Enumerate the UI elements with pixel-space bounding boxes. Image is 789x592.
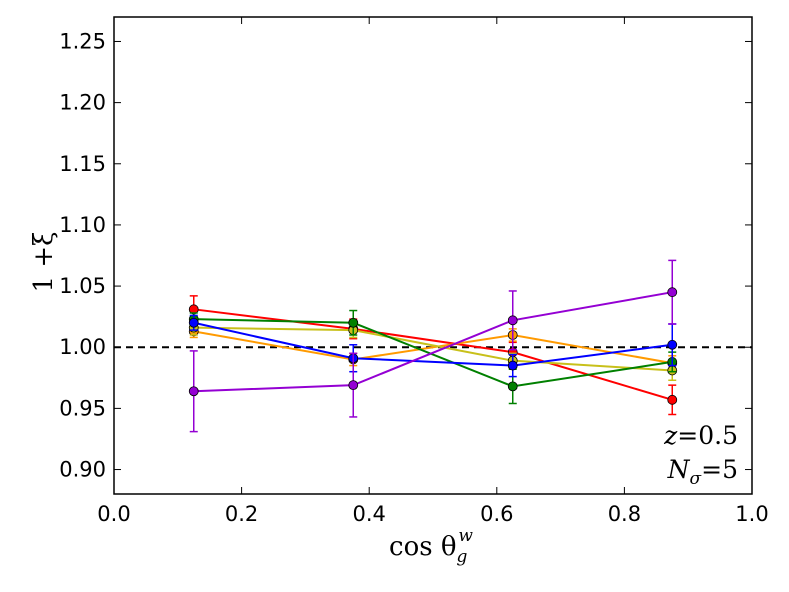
x-axis-label-sub: g (457, 547, 468, 567)
y-tick-label: 0.90 (59, 458, 106, 482)
plot-frame (113, 16, 753, 495)
y-tick-label: 1.15 (59, 152, 106, 176)
x-tick-label: 1.0 (735, 502, 768, 526)
z-label: z (663, 421, 678, 450)
data-point (507, 381, 518, 392)
x-axis-label-base: cos θ (389, 532, 456, 562)
data-point (507, 360, 518, 371)
x-tick-label: 0.6 (480, 502, 513, 526)
n-label: N (667, 455, 691, 484)
data-point (188, 386, 199, 397)
series-line-yellow (193, 326, 673, 372)
series-line-purple (193, 291, 673, 393)
series-layer (188, 259, 678, 433)
y-tick-label: 1.00 (59, 335, 106, 359)
sigma-annotation: Nσ=5 (667, 455, 738, 489)
data-point (348, 317, 359, 328)
y-tick-label: 0.95 (59, 396, 106, 420)
data-point (667, 339, 678, 350)
x-tick-label: 0.8 (608, 502, 641, 526)
data-point (188, 317, 199, 328)
series-purple (188, 259, 678, 433)
x-tick-label: 0.0 (97, 502, 130, 526)
data-point (667, 394, 678, 405)
x-tick-label: 0.2 (225, 502, 258, 526)
series-blue (188, 314, 678, 378)
data-point (507, 315, 518, 326)
series-line-green (193, 318, 673, 388)
y-tick-label: 1.25 (59, 29, 106, 53)
data-point (348, 380, 359, 391)
x-axis-label-sup: w (458, 526, 473, 546)
y-tick-label: 1.10 (59, 213, 106, 237)
series-line-orange (193, 330, 673, 365)
n-value: =5 (701, 455, 738, 484)
x-tick-label: 0.4 (352, 502, 385, 526)
z-value: =0.5 (677, 421, 738, 450)
series-line-red (193, 308, 673, 401)
y-axis-label: 1 +ξ (29, 232, 59, 293)
y-tick-label: 1.20 (59, 91, 106, 115)
x-axis-label: cos θgw (389, 526, 473, 567)
series-line-blue (193, 321, 673, 367)
y-tick-label: 1.05 (59, 274, 106, 298)
n-sub: σ (690, 469, 702, 489)
data-point (667, 287, 678, 298)
axis-ticks: 0.0 0.2 0.4 0.6 0.8 1.0 0.90 0.95 1.00 1.05 1.10 1.… (59, 17, 769, 526)
redshift-annotation: z=0.5 (663, 421, 738, 450)
